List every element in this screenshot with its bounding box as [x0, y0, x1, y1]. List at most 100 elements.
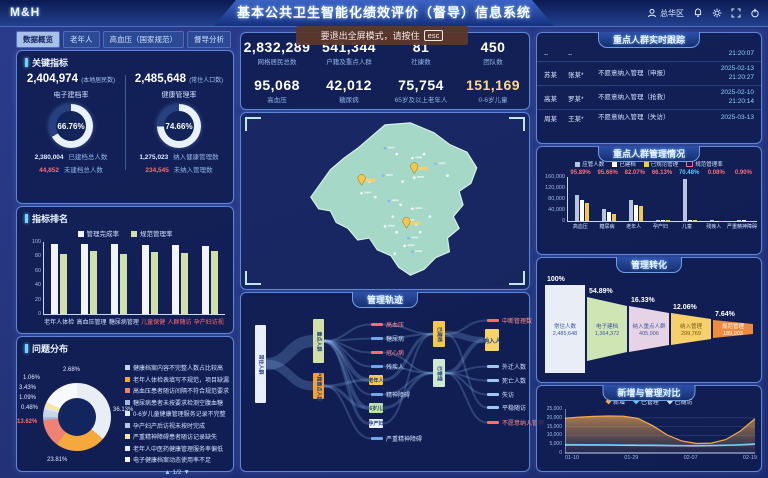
- problem-donut-chart: [43, 383, 111, 451]
- sankey-node-9: 精神障碍: [371, 393, 410, 399]
- mgmt-bar-group: [595, 177, 622, 221]
- map-corner-br: [509, 271, 525, 285]
- sankey-node-5: 糖尿病: [371, 337, 404, 343]
- ranking-bar-group: [141, 242, 158, 314]
- mgmt-percent: 70.48%: [678, 170, 700, 176]
- ranking-bar: [81, 244, 89, 314]
- ranking-ytick: 20: [34, 296, 41, 303]
- tracking-name: 高某: [544, 95, 557, 103]
- indicator-ranking-panel: 指标排名 管理完成率 规范管理率 100 80 60 40 20 0 老年人体检 高血压管理糖…: [16, 206, 234, 334]
- sankey-node-label: 严重精神障碍: [386, 437, 423, 443]
- mgmt-bar: [709, 220, 714, 221]
- stat-cell-5: 95,068 高血压: [241, 71, 313, 109]
- svg-text:纳入管理: 纳入管理: [680, 322, 703, 330]
- map-pin[interactable]: [402, 217, 421, 229]
- stat-label: 户籍及重点人群: [326, 58, 372, 66]
- tab-4[interactable]: 督导分析: [187, 31, 231, 48]
- problem-legend-item-6: 孕产妇产后访视未按时完成: [125, 421, 229, 430]
- tab-3[interactable]: 高血压（国家规范）: [102, 31, 184, 48]
- stat-cell-1: 2,832,289 网格居民总数: [241, 33, 313, 71]
- svg-text:1,364,372: 1,364,372: [595, 331, 619, 337]
- sankey-node-label: 死亡人数: [502, 379, 527, 385]
- problem-legend-item-4: 糖尿病患者未按要求检测空腹血糖: [125, 398, 229, 407]
- gauge2-line1: 1,275,023 纳入健康管理数: [139, 151, 218, 161]
- sankey-node-label: 孕产妇: [368, 421, 384, 427]
- sankey-node-21: 不愿意纳入管理: [487, 421, 544, 427]
- sankey-node-11: 孕产妇: [368, 419, 384, 428]
- management-trajectory-title: 管理轨迹: [351, 292, 419, 308]
- map-facility-dots: [360, 146, 449, 256]
- tab-2[interactable]: 老年人: [63, 31, 100, 48]
- mgmt-percent: 82.07%: [624, 170, 646, 176]
- svg-text:7.64%: 7.64%: [715, 311, 736, 318]
- management-conversion-panel: 管理转化 100% 常住人数 2,485,648 54.89% 电子建档 1,364,37…: [536, 257, 762, 383]
- ranking-bar: [210, 251, 218, 314]
- sankey-node-label: 糖尿病: [386, 337, 405, 343]
- gear-icon[interactable]: [712, 8, 722, 18]
- stat-label: 高血压: [267, 96, 287, 104]
- stat-label: 0-6岁儿童: [478, 96, 508, 104]
- map-pin-markers[interactable]: [357, 162, 428, 229]
- tracking-name: --: [544, 50, 549, 58]
- tracking-time: 2025-02-13 21:20:27: [720, 65, 754, 81]
- stat-label: 团队数: [483, 58, 503, 66]
- mgmt-bar: [682, 179, 687, 221]
- bell-icon[interactable]: [693, 8, 703, 18]
- mgmt-bar: [638, 205, 643, 221]
- indicator-ranking-title: 指标排名: [17, 207, 233, 227]
- user-menu[interactable]: 总华区: [647, 8, 684, 19]
- tracking-row-4[interactable]: 周某 王某* 不愿意纳入管理（失访） 2025-03-13: [537, 110, 761, 126]
- problem-legend-pagination[interactable]: ▲ 1/2 ▼: [164, 468, 190, 476]
- fullscreen-toast: 要退出全屏模式，请按住 esc: [296, 26, 468, 45]
- mgmt-bar: [736, 220, 741, 221]
- problem-distribution-panel: 问题分布 36.13% 23.81% 13.62% 1.09% 0.48% 3.43% 1.…: [16, 336, 234, 476]
- gauge1-line1: 2,380,004 已建档总人数: [35, 151, 108, 161]
- key-population-mgmt-title: 重点人群管理情况: [597, 146, 701, 162]
- tracking-row-2[interactable]: 苏某 张某* 不愿意纳入管理（申报） 2025-02-13 21:20:27: [537, 62, 761, 87]
- new-vs-managed-title: 新增与管理对比: [602, 385, 696, 401]
- total-permanent-population-value: 2,485,648: [134, 73, 186, 85]
- map-pin[interactable]: [357, 174, 376, 186]
- sankey-node-label: 已建档: [435, 326, 442, 342]
- tracking-row-3[interactable]: 高某 罗某* 不愿意纳入管理（抢救） 2025-02-10 21:20:14: [537, 86, 761, 111]
- svg-text:299,769: 299,769: [681, 331, 701, 337]
- tab-1[interactable]: 数据概览: [16, 31, 60, 48]
- mgmt-x-label: 儿童: [682, 224, 693, 230]
- sankey-node-label: 高血压: [386, 323, 405, 329]
- problem-legend-item-2: 老年人体检表填写不规范，项目缺漏: [125, 375, 229, 384]
- sankey-node-label: 不愿意纳入管理: [502, 421, 545, 427]
- resident-file-block: 2,404,974 (本地居民数) 电子建档率 66.76% 2,380,004…: [17, 71, 125, 174]
- tracking-name: 周某: [544, 116, 557, 124]
- page-title: 基本公共卫生智能化绩效评价（督导）信息系统: [214, 0, 554, 26]
- district-map[interactable]: [265, 119, 505, 283]
- total-permanent-population: 2,485,648 (常住人口数): [135, 73, 223, 85]
- sankey-node-label: 中断管理数: [502, 319, 533, 325]
- ranking-bar: [90, 251, 98, 314]
- donut-callout: 13.62%: [17, 419, 38, 425]
- tracking-row-1[interactable]: -- -- 21:20:07: [537, 47, 761, 63]
- tracking-person: 王某*: [568, 116, 584, 124]
- gauge1-line2-label: 未建档总人数: [63, 167, 103, 174]
- map-pin[interactable]: [410, 162, 428, 175]
- left-tab-bar: 数据概览 老年人 高血压（国家规范） 督导分析: [16, 31, 231, 48]
- ranking-legend-item-2: 规范管理率: [131, 228, 173, 238]
- ranking-bar: [120, 254, 128, 314]
- header-actions: 总华区: [647, 0, 760, 26]
- efile-rate-gauge: 66.76%: [49, 104, 93, 148]
- mgmt-percent: 0.08%: [707, 170, 725, 176]
- problem-legend: 健康档案内容不完整人数占比较高 老年人体检表填写不规范，项目缺漏 高血压患者随访间隔…: [125, 359, 229, 476]
- key-population-mgmt-panel: 重点人群管理情况 应管人数 已建档 已规范管理 规范管理率 95.89% 95.66% 8…: [536, 146, 762, 255]
- gauge2-title: 健康管理率: [161, 92, 197, 99]
- mgmt-bar: [611, 213, 616, 221]
- ranking-ytick: 100: [31, 239, 41, 245]
- fullscreen-icon[interactable]: [731, 8, 741, 18]
- compare-x-label: 02-07: [683, 455, 698, 461]
- sankey-node-8: 老年人: [369, 375, 384, 385]
- ranking-bar: [201, 245, 209, 314]
- power-icon[interactable]: [750, 8, 760, 18]
- svg-text:405,906: 405,906: [639, 331, 659, 337]
- tracking-person: 罗某*: [568, 95, 584, 103]
- mgmt-bar: [584, 203, 589, 221]
- ranking-ytick: 40: [34, 282, 41, 289]
